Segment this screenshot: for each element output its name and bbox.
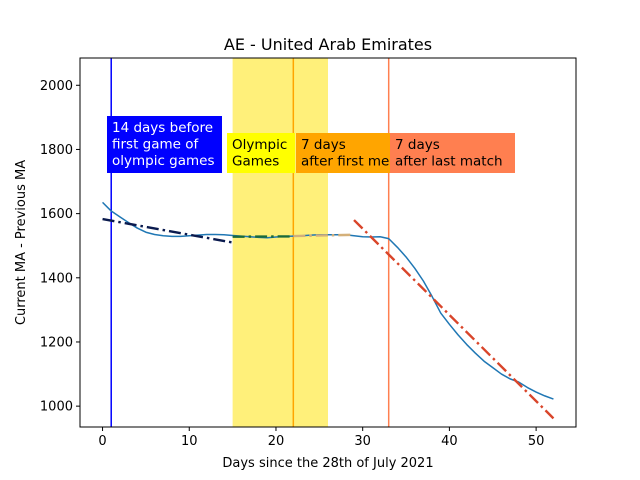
annotation-box-bg	[227, 133, 295, 173]
x-tick-label: 0	[98, 434, 106, 449]
annotation-text: 14 days before	[112, 120, 213, 136]
annotation-box-bg	[107, 116, 222, 173]
annotation-text: after first me	[301, 154, 389, 170]
y-tick-label: 2000	[40, 79, 73, 94]
annotation-box-bg	[390, 133, 515, 173]
annotation-text: 7 days	[301, 137, 346, 153]
x-tick-label: 10	[181, 434, 198, 449]
trend-line-4	[353, 219, 555, 420]
y-tick-label: 1800	[40, 143, 73, 158]
annotation-text: after last match	[395, 154, 503, 170]
annotation-text: olympic games	[112, 153, 215, 169]
series-layer	[102, 201, 555, 420]
x-tick-label: 40	[441, 434, 458, 449]
y-tick-label: 1200	[40, 335, 73, 350]
chart-title: AE - United Arab Emirates	[224, 35, 432, 54]
series-line-main	[102, 201, 554, 400]
annotation-text: 7 days	[395, 137, 440, 153]
shaded-regions	[232, 58, 328, 427]
annotation-box-bg	[296, 133, 392, 173]
y-tick-label: 1000	[40, 400, 73, 415]
trend-line-3	[293, 233, 355, 238]
x-tick-label: 20	[268, 434, 285, 449]
olympic-period-region	[232, 58, 328, 427]
annotation-text: first game of	[112, 137, 200, 153]
annotation-text: Olympic	[232, 137, 287, 153]
y-tick-label: 1600	[40, 207, 73, 222]
y-axis-ticks: 1000 1200 1400 1600 1800 2000	[40, 79, 80, 415]
y-tick-label: 1400	[40, 271, 73, 286]
x-tick-label: 30	[354, 434, 371, 449]
x-axis-ticks: 0 10 20 30 40 50	[98, 427, 544, 449]
plot-frame	[79, 57, 577, 428]
y-axis-label: Current MA - Previous MA	[14, 160, 29, 325]
x-axis-label: Days since the 28th of July 2021	[222, 456, 433, 471]
annotation-text: Games	[232, 154, 279, 170]
x-tick-label: 50	[528, 434, 545, 449]
